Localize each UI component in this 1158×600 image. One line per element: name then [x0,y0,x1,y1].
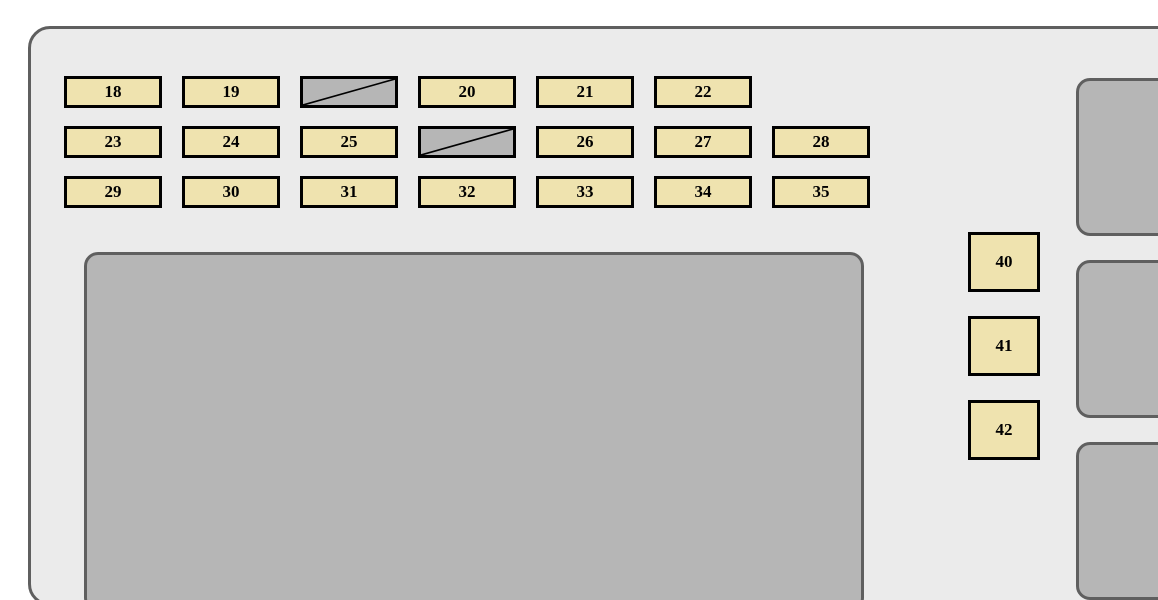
fuse-slot: 41 [968,316,1040,376]
fuse-slot: 21 [536,76,634,108]
fuse-slot: 19 [182,76,280,108]
fuse-slot: 34 [654,176,752,208]
fuse-label: 28 [813,132,830,152]
relay-block-main [84,252,864,600]
fuse-label: 41 [996,336,1013,356]
fuse-slot: 20 [418,76,516,108]
fuse-label: 21 [577,82,594,102]
relay-block [1076,260,1158,418]
fuse-slot: 24 [182,126,280,158]
fuse-slot-blank [300,76,398,108]
fuse-label: 19 [223,82,240,102]
fuse-label: 23 [105,132,122,152]
fuse-label: 24 [223,132,240,152]
fuse-slot: 31 [300,176,398,208]
fuse-slot: 27 [654,126,752,158]
fuse-slot: 32 [418,176,516,208]
fuse-label: 35 [813,182,830,202]
fuse-slot: 26 [536,126,634,158]
fuse-label: 22 [695,82,712,102]
fuse-slot: 29 [64,176,162,208]
fuse-slot-blank [418,126,516,158]
fuse-label: 27 [695,132,712,152]
fuse-slot: 22 [654,76,752,108]
fuse-label: 34 [695,182,712,202]
fuse-label: 29 [105,182,122,202]
fuse-slot: 30 [182,176,280,208]
fuse-slot: 42 [968,400,1040,460]
fuse-label: 18 [105,82,122,102]
relay-block [1076,78,1158,236]
fuse-label: 31 [341,182,358,202]
fuse-label: 33 [577,182,594,202]
fuse-label: 20 [459,82,476,102]
fuse-label: 26 [577,132,594,152]
fuse-slot: 23 [64,126,162,158]
fuse-slot: 40 [968,232,1040,292]
fuse-box-diagram: 18 19 20 21 22 23 24 25 26 27 28 29 30 31 32 33 34 35 40 41… [0,0,1158,600]
fuse-slot: 35 [772,176,870,208]
fuse-slot: 18 [64,76,162,108]
fuse-label: 42 [996,420,1013,440]
fuse-label: 40 [996,252,1013,272]
fuse-label: 32 [459,182,476,202]
fuse-slot: 25 [300,126,398,158]
fuse-label: 25 [341,132,358,152]
fuse-slot: 28 [772,126,870,158]
relay-block [1076,442,1158,600]
fuse-label: 30 [223,182,240,202]
fuse-slot: 33 [536,176,634,208]
